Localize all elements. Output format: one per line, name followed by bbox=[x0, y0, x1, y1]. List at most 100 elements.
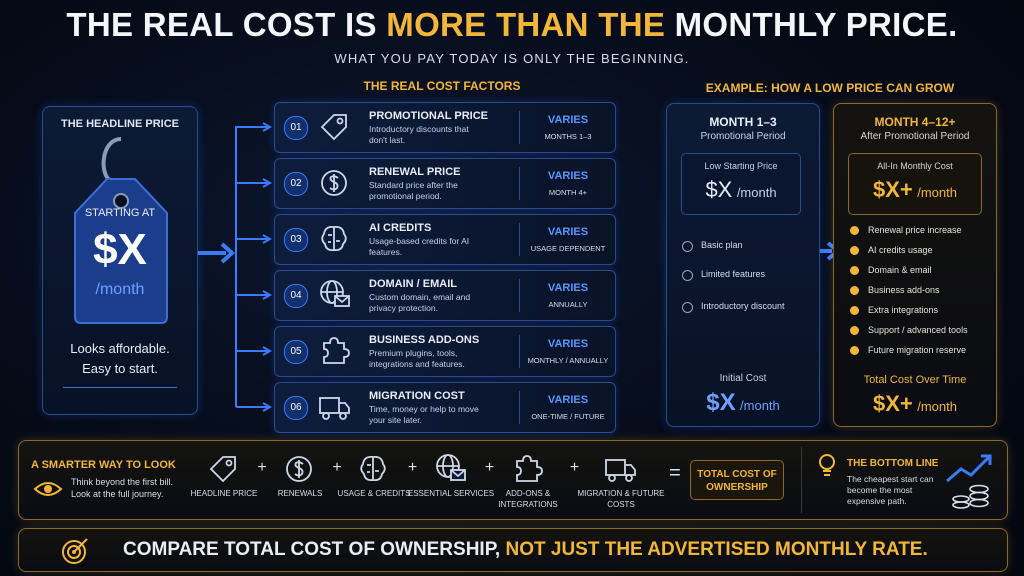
cost-item: Renewal price increase bbox=[868, 225, 962, 235]
factor-icon bbox=[321, 225, 347, 252]
icon-part bbox=[952, 495, 970, 503]
bulb-icon bbox=[819, 454, 835, 476]
icon-part bbox=[819, 454, 835, 470]
divider bbox=[801, 447, 802, 513]
icon-part bbox=[969, 498, 989, 508]
factor-description: Standard price after the promotional per… bbox=[369, 180, 458, 201]
total-label: Initial Cost bbox=[719, 373, 767, 384]
factor-row: 06 MIGRATION COST Time, money or help to m… bbox=[274, 382, 616, 433]
feature: Introductory discount bbox=[701, 301, 785, 311]
factor-row: 03 AI CREDITS Usage-based credits for AI f… bbox=[274, 214, 616, 265]
icon-part bbox=[225, 459, 233, 467]
icon-part bbox=[360, 455, 386, 482]
divider bbox=[519, 111, 520, 144]
feature: Basic plan bbox=[701, 240, 743, 250]
tag-unit: /month bbox=[95, 281, 145, 298]
component-label: HEADLINE PRICE bbox=[190, 489, 258, 498]
factor-row: 02 RENEWAL PRICE Standard price after the … bbox=[274, 158, 616, 209]
component-label: ADD-ONS & INTEGRATIONS bbox=[498, 489, 558, 509]
box-price: $X /month bbox=[682, 177, 800, 203]
factor-title: AI CREDITS bbox=[369, 222, 432, 234]
box-label: Low Starting Price bbox=[704, 161, 778, 171]
footer-part: COMPARE TOTAL COST OF OWNERSHIP, bbox=[123, 539, 506, 560]
icon-part bbox=[329, 174, 339, 192]
divider bbox=[63, 387, 177, 388]
unit: /month bbox=[917, 399, 957, 414]
component-label: MIGRATION & FUTURE COSTS bbox=[577, 489, 665, 509]
component-label: USAGE & CREDITS bbox=[337, 489, 411, 498]
bottom-line-text: The cheapest start can become the most e… bbox=[847, 474, 934, 506]
plus-dot bbox=[850, 246, 859, 255]
factor-icon bbox=[319, 397, 350, 420]
connector bbox=[236, 122, 273, 132]
equals: = bbox=[669, 462, 681, 484]
plus-dot bbox=[850, 326, 859, 335]
eye-icon bbox=[33, 482, 63, 496]
title-highlight: MORE THAN THE bbox=[386, 6, 666, 43]
factor-description: Time, money or help to move your site la… bbox=[369, 404, 479, 425]
icon-part bbox=[73, 538, 88, 553]
icon-part bbox=[220, 242, 235, 264]
component-label: ESSENTIAL SERVICES bbox=[407, 489, 495, 498]
icon-part bbox=[320, 114, 347, 141]
component-icon bbox=[516, 455, 543, 482]
factor-description: Introductory discounts that don't last. bbox=[369, 124, 469, 145]
factor-icon bbox=[323, 337, 350, 364]
footer: COMPARE TOTAL COST OF OWNERSHIP, NOT JUS… bbox=[18, 528, 1008, 572]
check-circle bbox=[682, 302, 693, 313]
unit: /month bbox=[736, 185, 777, 200]
period-subtitle: After Promotional Period bbox=[860, 131, 970, 142]
factor-title: DOMAIN / EMAIL bbox=[369, 278, 457, 290]
icon-part bbox=[336, 117, 344, 125]
title-part: THE REAL COST IS bbox=[66, 6, 387, 43]
total-price: $X+ /month bbox=[834, 391, 996, 417]
target-icon bbox=[62, 538, 88, 564]
icon-part bbox=[625, 474, 633, 482]
icon-part bbox=[969, 484, 989, 494]
component-icon bbox=[286, 456, 312, 482]
factors-title: THE REAL COST FACTORS bbox=[363, 79, 521, 93]
icon-part bbox=[328, 234, 340, 243]
connector bbox=[236, 290, 273, 300]
title: THE REAL COST IS MORE THAN THE MONTHLY P… bbox=[0, 6, 1024, 44]
headline-panel: THE HEADLINE PRICE STARTING AT $X /month… bbox=[42, 106, 198, 415]
icon-part bbox=[367, 464, 379, 473]
plus-dot bbox=[850, 286, 859, 295]
factor-description: Usage-based credits for AI features. bbox=[369, 236, 470, 257]
price: $X bbox=[706, 389, 736, 416]
plus-dot bbox=[850, 266, 859, 275]
bottom-line-title: THE BOTTOM LINE bbox=[847, 458, 939, 469]
cost-item: Future migration reserve bbox=[868, 345, 967, 355]
footer-highlight: NOT JUST THE ADVERTISED MONTHLY RATE. bbox=[505, 539, 928, 560]
connector bbox=[236, 178, 273, 188]
factor-cost: VARIES bbox=[547, 282, 589, 294]
check-circle bbox=[682, 270, 693, 281]
icon-part bbox=[294, 460, 304, 478]
icon-part bbox=[625, 464, 636, 476]
factor-number: 03 bbox=[284, 228, 308, 252]
price-box: All-In Monthly Cost $X+ /month bbox=[848, 153, 982, 215]
smarter-strip: A SMARTER WAY TO LOOK Think beyond the f… bbox=[18, 440, 1008, 520]
icon-part bbox=[339, 402, 350, 414]
icon-part bbox=[981, 454, 992, 465]
factor-timing: ONE-TIME / FUTURE bbox=[531, 412, 605, 421]
connector bbox=[236, 402, 273, 412]
period: MONTH 4–12+ bbox=[874, 115, 956, 129]
component-icon bbox=[605, 459, 636, 482]
factor-title: RENEWAL PRICE bbox=[369, 166, 461, 178]
plus: + bbox=[484, 459, 495, 476]
icon-part bbox=[969, 491, 989, 501]
result-box: TOTAL COST OF OWNERSHIP bbox=[690, 460, 784, 500]
price: $X+ bbox=[873, 177, 913, 202]
icon-part bbox=[605, 459, 626, 476]
icon-part bbox=[322, 412, 330, 420]
divider bbox=[519, 167, 520, 200]
factor-timing: MONTHLY / ANNUALLY bbox=[527, 356, 609, 365]
before-panel: MONTH 1–3 Promotional Period Low Startin… bbox=[666, 103, 820, 427]
cost-item: Extra integrations bbox=[868, 305, 939, 315]
icon-part bbox=[323, 337, 350, 364]
icon-part bbox=[334, 295, 350, 304]
icon-part bbox=[321, 170, 347, 196]
factor-description: Custom domain, email and privacy protect… bbox=[369, 292, 471, 313]
